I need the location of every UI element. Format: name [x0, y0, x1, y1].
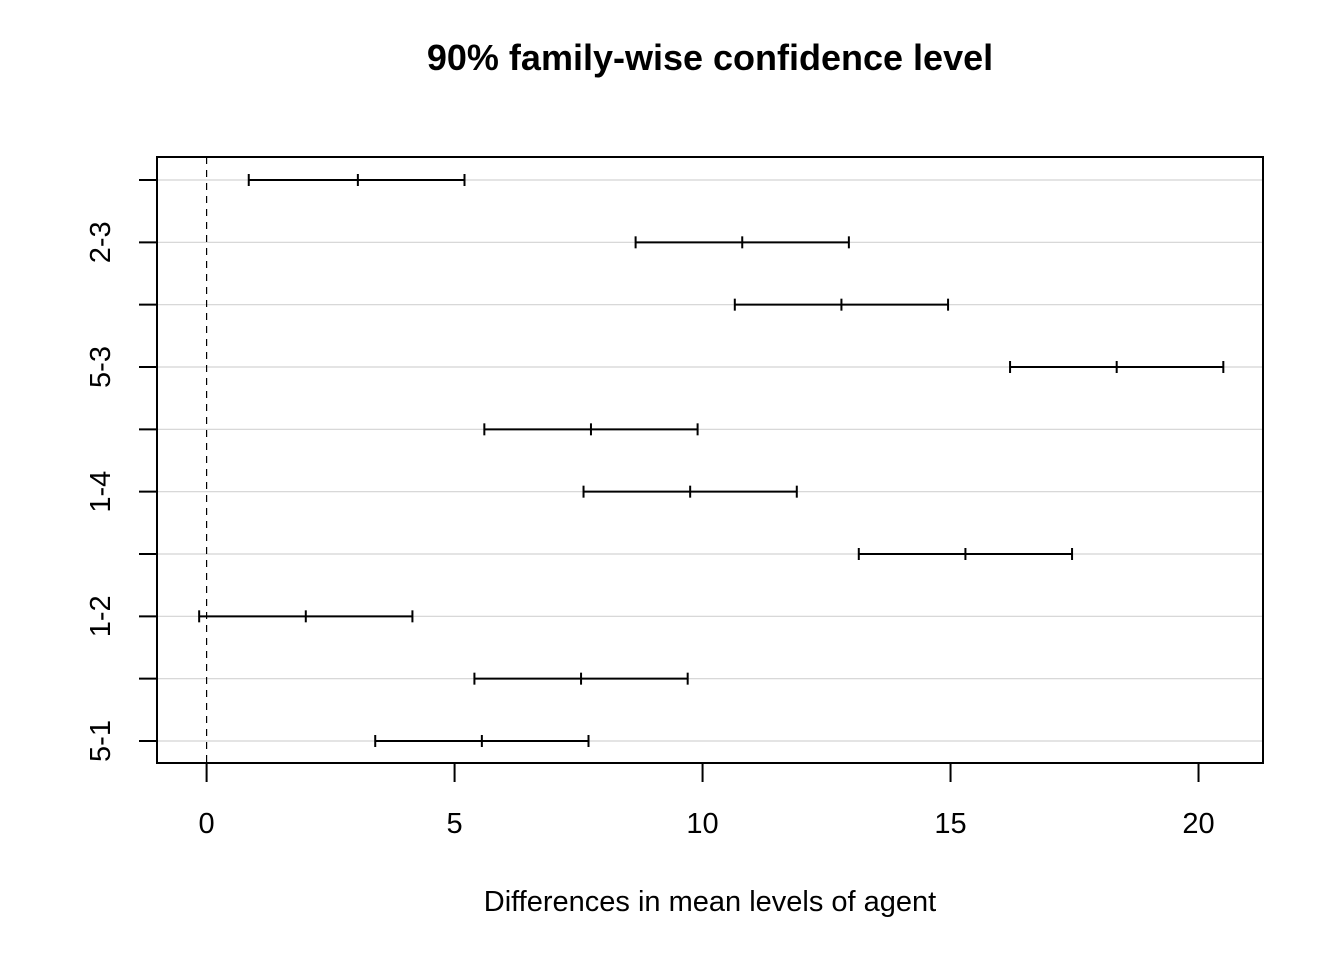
y-tick-label: 5-3 [85, 346, 117, 388]
interval-5 [582, 485, 798, 498]
y-tick-label: 1-2 [85, 595, 117, 637]
interval-6 [857, 548, 1074, 560]
y-tick-label: 1-4 [85, 471, 117, 513]
interval-9 [374, 735, 590, 747]
interval-7 [198, 610, 414, 623]
plot-frame [156, 156, 1264, 764]
interval-0 [247, 174, 466, 186]
x-tick-label: 0 [199, 808, 215, 840]
x-tick-label: 15 [934, 808, 966, 840]
interval-1 [634, 236, 850, 249]
intervals-layer [198, 174, 1225, 747]
y-tick-label: 5-1 [85, 720, 117, 762]
interval-4 [483, 423, 699, 436]
axes-layer: 2-3 5-3 1-4 1-2 5-1 0 5 10 15 20 [85, 179, 1215, 840]
y-tick-label: 2-3 [85, 221, 117, 263]
interval-8 [473, 672, 689, 685]
x-axis-label: Differences in mean levels of agent [484, 886, 936, 918]
x-tick-label: 10 [686, 808, 718, 840]
x-tick-label: 20 [1182, 808, 1214, 840]
grid-layer [157, 157, 1263, 763]
interval-2 [733, 298, 950, 311]
chart-title: 90% family-wise confidence level [427, 37, 993, 78]
x-tick-label: 5 [447, 808, 463, 840]
interval-3 [1009, 361, 1225, 373]
